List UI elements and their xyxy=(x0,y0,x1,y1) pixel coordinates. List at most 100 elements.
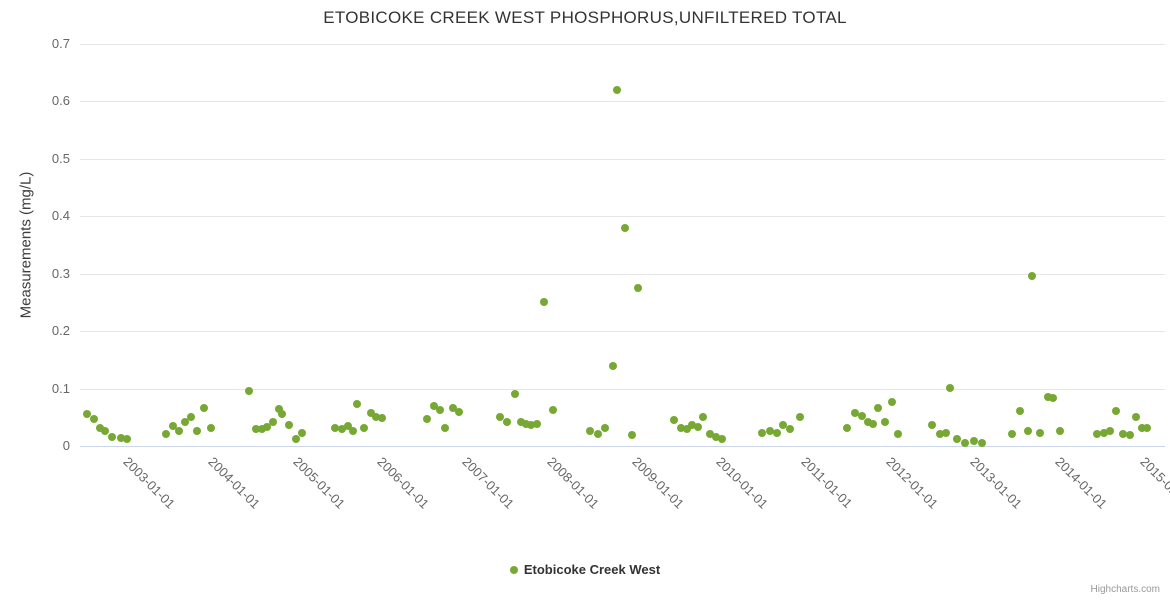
data-point[interactable] xyxy=(186,413,195,422)
data-point[interactable] xyxy=(423,415,432,423)
data-point[interactable] xyxy=(430,401,439,410)
data-point[interactable] xyxy=(628,431,637,440)
data-point[interactable] xyxy=(894,429,903,438)
data-point[interactable] xyxy=(549,406,558,415)
data-point[interactable] xyxy=(269,418,278,427)
data-point[interactable] xyxy=(252,424,261,433)
data-point[interactable] xyxy=(1126,431,1135,440)
data-point[interactable] xyxy=(510,389,519,398)
data-point[interactable] xyxy=(699,413,708,422)
data-point[interactable] xyxy=(953,434,962,443)
data-point[interactable] xyxy=(766,427,775,436)
data-point[interactable] xyxy=(116,433,125,442)
data-point[interactable] xyxy=(795,412,804,421)
data-point[interactable] xyxy=(291,434,300,443)
data-point[interactable] xyxy=(779,421,787,430)
data-point[interactable] xyxy=(694,423,703,432)
data-point[interactable] xyxy=(366,408,375,417)
data-point[interactable] xyxy=(169,421,178,430)
data-point[interactable] xyxy=(454,407,463,416)
data-point[interactable] xyxy=(634,284,643,293)
data-point[interactable] xyxy=(683,425,692,434)
data-point[interactable] xyxy=(96,424,105,433)
data-point[interactable] xyxy=(285,421,294,430)
data-point[interactable] xyxy=(532,420,541,429)
data-point[interactable] xyxy=(785,425,794,434)
data-point[interactable] xyxy=(337,425,346,434)
data-point[interactable] xyxy=(1111,406,1120,415)
data-point[interactable] xyxy=(278,409,287,418)
data-point[interactable] xyxy=(888,398,897,407)
data-point[interactable] xyxy=(496,413,505,422)
data-point[interactable] xyxy=(502,418,511,427)
data-point[interactable] xyxy=(517,418,526,427)
data-point[interactable] xyxy=(1132,412,1141,421)
data-point[interactable] xyxy=(773,428,782,437)
data-point[interactable] xyxy=(82,410,91,419)
data-point[interactable] xyxy=(101,427,110,436)
data-point[interactable] xyxy=(851,408,859,417)
data-point[interactable] xyxy=(961,438,970,447)
data-point[interactable] xyxy=(258,425,267,434)
data-point[interactable] xyxy=(712,432,721,441)
data-point[interactable] xyxy=(1093,429,1102,438)
data-point[interactable] xyxy=(192,427,201,436)
data-point[interactable] xyxy=(942,428,951,437)
data-point[interactable] xyxy=(620,223,629,232)
data-point[interactable] xyxy=(601,424,610,433)
data-point[interactable] xyxy=(669,415,678,424)
data-point[interactable] xyxy=(857,411,866,420)
data-point[interactable] xyxy=(612,85,621,94)
data-point[interactable] xyxy=(540,298,549,307)
data-point[interactable] xyxy=(89,415,98,423)
data-point[interactable] xyxy=(873,404,882,413)
data-point[interactable] xyxy=(527,421,536,430)
legend-item[interactable]: Etobicoke Creek West xyxy=(0,562,1170,577)
data-point[interactable] xyxy=(348,427,357,436)
data-point[interactable] xyxy=(441,424,450,433)
data-point[interactable] xyxy=(608,361,617,370)
data-point[interactable] xyxy=(718,434,727,443)
data-point[interactable] xyxy=(377,413,386,422)
data-point[interactable] xyxy=(928,421,937,430)
data-point[interactable] xyxy=(123,435,132,444)
data-point[interactable] xyxy=(585,427,594,436)
data-point[interactable] xyxy=(352,400,361,409)
data-point[interactable] xyxy=(343,421,352,430)
data-point[interactable] xyxy=(945,383,954,392)
data-point[interactable] xyxy=(1105,427,1114,436)
data-point[interactable] xyxy=(435,405,444,414)
highcharts-credit-link[interactable]: Highcharts.com xyxy=(1090,584,1160,595)
data-point[interactable] xyxy=(1023,427,1032,436)
data-point[interactable] xyxy=(199,404,208,413)
data-point[interactable] xyxy=(880,418,889,427)
data-point[interactable] xyxy=(868,419,877,428)
data-point[interactable] xyxy=(263,423,272,432)
data-point[interactable] xyxy=(175,427,184,436)
data-point[interactable] xyxy=(359,424,368,433)
data-point[interactable] xyxy=(970,436,979,445)
data-point[interactable] xyxy=(108,432,117,441)
data-point[interactable] xyxy=(522,420,531,429)
data-point[interactable] xyxy=(371,412,380,421)
data-point[interactable] xyxy=(1119,429,1128,438)
data-point[interactable] xyxy=(1138,424,1147,433)
data-point[interactable] xyxy=(1035,428,1044,437)
data-point[interactable] xyxy=(1007,429,1016,438)
data-point[interactable] xyxy=(1100,428,1109,437)
data-point[interactable] xyxy=(181,418,190,427)
data-point[interactable] xyxy=(593,429,602,438)
data-point[interactable] xyxy=(978,438,987,447)
data-point[interactable] xyxy=(448,404,457,413)
data-point[interactable] xyxy=(863,418,872,427)
data-point[interactable] xyxy=(842,424,851,433)
data-point[interactable] xyxy=(1049,394,1058,403)
data-point[interactable] xyxy=(244,386,253,395)
data-point[interactable] xyxy=(275,405,284,414)
data-point[interactable] xyxy=(1028,272,1037,280)
data-point[interactable] xyxy=(706,429,715,438)
data-point[interactable] xyxy=(677,424,686,433)
data-point[interactable] xyxy=(688,421,697,430)
data-point[interactable] xyxy=(935,429,944,438)
data-point[interactable] xyxy=(1016,406,1025,415)
